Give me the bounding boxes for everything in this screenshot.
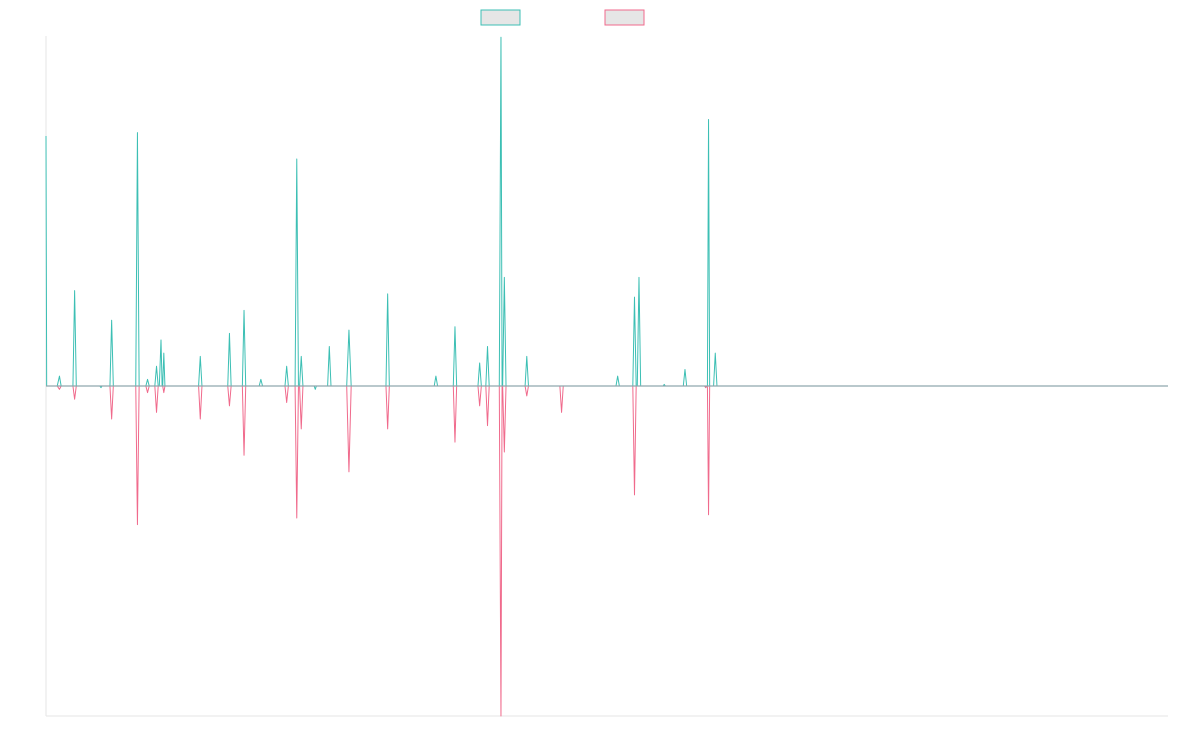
legend-swatch-1[interactable] (480, 9, 521, 26)
legend[interactable] (480, 9, 645, 26)
legend-swatch-2[interactable] (604, 9, 645, 26)
series-layer (45, 36, 1168, 717)
axes (45, 36, 1168, 717)
series-line-2 (46, 385, 1168, 717)
series-line-1 (45, 36, 1168, 390)
